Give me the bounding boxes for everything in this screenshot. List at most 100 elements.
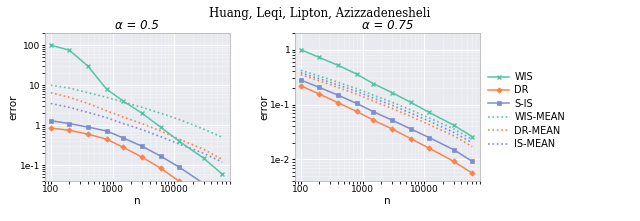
IS-MEAN <box>138 128 146 131</box>
WIS <box>138 112 146 114</box>
WIS-MEAN <box>334 81 342 84</box>
WIS <box>175 140 183 143</box>
DR-MEAN <box>297 73 305 76</box>
DR-MEAN <box>450 134 458 137</box>
S-IS <box>297 79 305 81</box>
IS-MEAN <box>175 143 183 145</box>
S-IS <box>426 136 433 139</box>
WIS <box>102 88 110 90</box>
IS-MEAN <box>102 116 110 119</box>
WIS-MEAN <box>138 106 146 109</box>
DR <box>297 84 305 87</box>
DR-MEAN <box>200 148 207 151</box>
WIS <box>450 124 458 126</box>
IS-MEAN <box>47 102 54 105</box>
Line: WIS-MEAN: WIS-MEAN <box>301 70 472 139</box>
DR <box>218 210 226 213</box>
WIS <box>426 111 433 114</box>
Y-axis label: error: error <box>9 94 19 120</box>
WIS <box>316 56 323 59</box>
WIS <box>84 65 92 67</box>
DR <box>406 137 414 140</box>
Line: IS-MEAN: IS-MEAN <box>301 73 472 143</box>
IS-MEAN <box>450 131 458 134</box>
DR-MEAN <box>138 122 146 125</box>
WIS <box>200 157 207 160</box>
IS-MEAN <box>84 111 92 114</box>
Line: DR-MEAN: DR-MEAN <box>301 75 472 147</box>
IS-MEAN <box>406 112 414 114</box>
IS-MEAN <box>353 90 360 93</box>
WIS-MEAN <box>388 101 396 104</box>
Line: WIS: WIS <box>49 43 225 177</box>
S-IS <box>157 155 164 157</box>
S-IS <box>450 149 458 151</box>
WIS-MEAN <box>200 128 207 130</box>
Legend: WIS, DR, S-IS, WIS-MEAN, DR-MEAN, IS-MEAN: WIS, DR, S-IS, WIS-MEAN, DR-MEAN, IS-MEA… <box>488 72 565 149</box>
S-IS <box>406 128 414 130</box>
WIS-MEAN <box>157 112 164 114</box>
WIS-MEAN <box>175 118 183 121</box>
WIS-MEAN <box>65 87 73 89</box>
S-IS <box>120 137 127 139</box>
IS-MEAN <box>369 97 377 99</box>
WIS-MEAN <box>353 87 360 90</box>
Line: DR: DR <box>49 126 224 213</box>
IS-MEAN <box>200 152 207 154</box>
WIS-MEAN <box>316 75 323 77</box>
DR <box>200 194 207 196</box>
Title: α = 0.75: α = 0.75 <box>362 19 413 32</box>
S-IS <box>369 110 377 113</box>
IS-MEAN <box>468 141 476 144</box>
DR-MEAN <box>406 115 414 118</box>
S-IS <box>84 126 92 128</box>
Line: S-IS: S-IS <box>299 78 474 163</box>
S-IS <box>200 182 207 185</box>
DR <box>468 172 476 175</box>
WIS-MEAN <box>120 101 127 103</box>
WIS <box>406 101 414 104</box>
S-IS <box>102 130 110 132</box>
WIS <box>120 100 127 103</box>
DR-MEAN <box>157 130 164 132</box>
WIS-MEAN <box>468 138 476 141</box>
DR-MEAN <box>102 109 110 112</box>
WIS-MEAN <box>406 109 414 111</box>
Title: α = 0.5: α = 0.5 <box>115 19 159 32</box>
IS-MEAN <box>334 84 342 86</box>
IS-MEAN <box>65 106 73 109</box>
DR <box>84 133 92 135</box>
DR <box>65 129 73 131</box>
Line: S-IS: S-IS <box>49 119 224 202</box>
WIS-MEAN <box>450 128 458 130</box>
WIS-MEAN <box>297 69 305 72</box>
Line: WIS-MEAN: WIS-MEAN <box>51 85 222 137</box>
WIS <box>388 91 396 94</box>
DR <box>47 127 54 130</box>
WIS <box>218 173 226 175</box>
DR-MEAN <box>426 123 433 126</box>
DR <box>426 147 433 150</box>
DR <box>157 167 164 170</box>
DR-MEAN <box>334 86 342 89</box>
DR-MEAN <box>316 80 323 82</box>
DR <box>334 101 342 104</box>
DR-MEAN <box>388 107 396 110</box>
WIS <box>297 48 305 51</box>
S-IS <box>468 160 476 163</box>
Y-axis label: error: error <box>259 94 269 120</box>
DR <box>450 160 458 163</box>
DR <box>175 180 183 183</box>
DR-MEAN <box>120 116 127 118</box>
DR <box>388 128 396 130</box>
WIS <box>157 126 164 128</box>
WIS <box>65 49 73 51</box>
S-IS <box>138 145 146 147</box>
DR <box>316 93 323 95</box>
S-IS <box>47 119 54 122</box>
Line: IS-MEAN: IS-MEAN <box>51 103 222 162</box>
WIS-MEAN <box>47 84 54 87</box>
IS-MEAN <box>157 135 164 138</box>
S-IS <box>334 94 342 97</box>
S-IS <box>218 199 226 202</box>
